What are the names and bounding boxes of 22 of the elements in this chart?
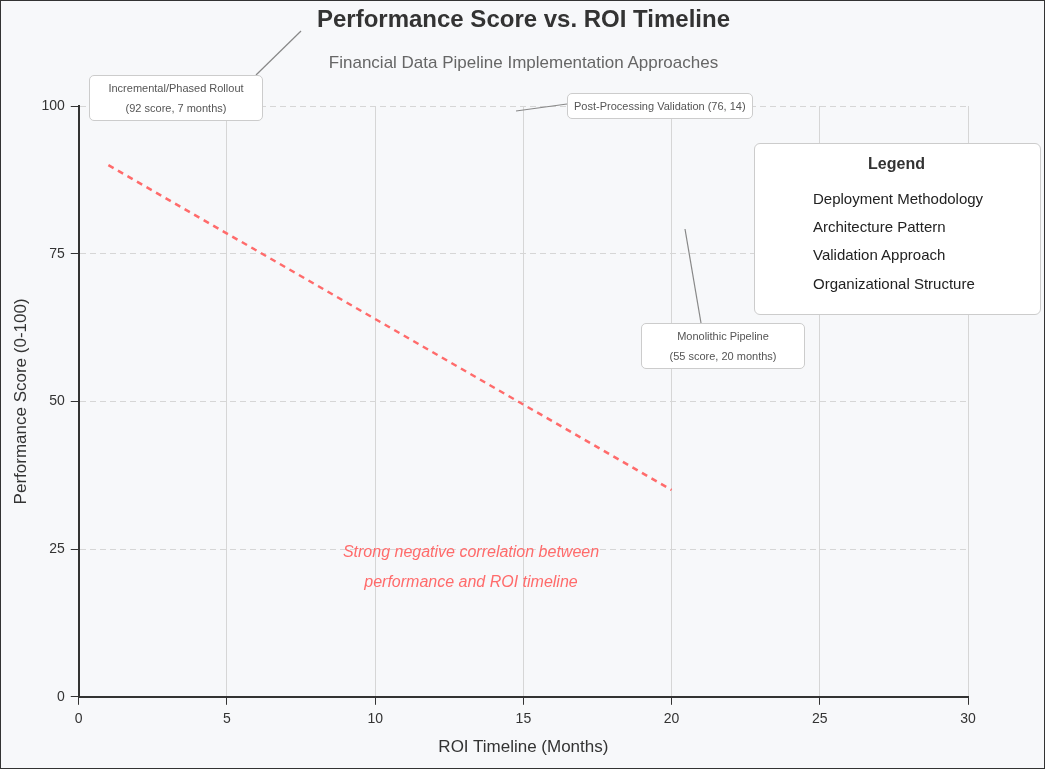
x-tick-label: 20 xyxy=(663,710,680,727)
y-tick-label: 100 xyxy=(41,96,65,113)
y-tick-label: 25 xyxy=(49,539,65,556)
annotation: Strong negative correlation between performance and ROI timeline xyxy=(341,542,601,592)
x-tick-label: 25 xyxy=(812,710,828,727)
x-tick-label: 15 xyxy=(515,710,532,727)
x-tick-label: 30 xyxy=(960,710,976,727)
annotation: Legend xyxy=(867,155,926,173)
annotation: Organizational Structure xyxy=(813,275,975,292)
y-tick-label: 50 xyxy=(49,392,65,409)
y-axis-title: Performance Score (0-100) xyxy=(10,298,30,505)
x-tick-label: 10 xyxy=(367,710,384,727)
annotation: Deployment Methodology xyxy=(813,190,984,207)
y-tick-label: 75 xyxy=(49,244,65,261)
x-tick-label: 5 xyxy=(223,710,232,727)
annotation: Validation Approach xyxy=(813,246,946,263)
chart-subtitle: Financial Data Pipeline Implementation Approaches xyxy=(327,53,720,73)
y-tick-label: 0 xyxy=(56,687,65,704)
x-axis-title: ROI Timeline (Months) xyxy=(438,737,609,757)
annotation: Architecture Pattern xyxy=(813,218,946,235)
x-tick-label: 0 xyxy=(74,710,83,727)
chart-title: Performance Score vs. ROI Timeline xyxy=(315,5,732,33)
